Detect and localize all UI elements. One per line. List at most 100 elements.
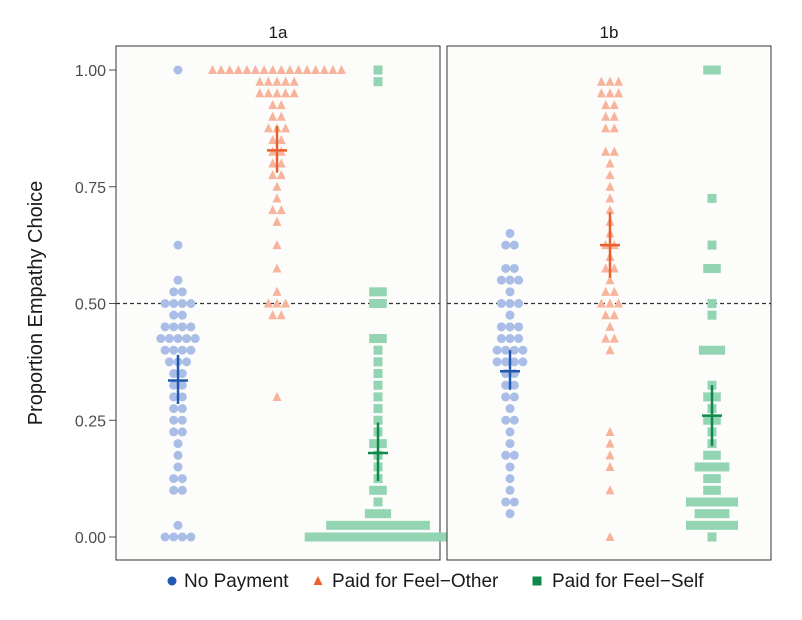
data-point <box>505 275 515 285</box>
data-point <box>352 520 361 530</box>
data-point <box>160 345 170 355</box>
data-point <box>609 146 619 156</box>
data-point <box>514 334 524 344</box>
data-point <box>369 439 379 449</box>
data-point <box>190 334 200 344</box>
data-point <box>609 310 619 320</box>
data-point <box>268 135 278 145</box>
data-point <box>369 334 379 344</box>
data-point <box>268 205 278 215</box>
data-point <box>711 474 721 484</box>
data-point <box>694 509 704 519</box>
data-point <box>505 474 515 484</box>
data-point <box>364 509 374 519</box>
data-point <box>373 345 383 355</box>
y-tick-label: 0.00 <box>75 530 106 547</box>
data-point <box>328 64 338 75</box>
data-point <box>177 392 187 402</box>
data-point <box>707 193 717 203</box>
data-point <box>186 532 196 542</box>
data-point <box>242 64 252 75</box>
data-point <box>263 123 273 133</box>
data-point <box>711 497 721 507</box>
legend-paid_self-icon <box>532 576 542 586</box>
y-tick-label: 1.00 <box>75 63 106 80</box>
data-point <box>169 310 179 320</box>
data-point <box>720 509 730 519</box>
data-point <box>609 123 619 133</box>
data-point <box>276 158 286 168</box>
data-point <box>272 391 282 401</box>
data-point <box>263 298 273 308</box>
legend-no_payment-label: No Payment <box>184 571 289 592</box>
data-point <box>169 404 179 414</box>
data-point <box>509 497 519 507</box>
data-point <box>496 299 506 308</box>
data-point <box>377 520 387 530</box>
data-point <box>177 345 187 355</box>
data-point <box>304 532 314 542</box>
data-point <box>373 77 383 87</box>
data-point <box>386 520 396 530</box>
data-point <box>302 64 312 75</box>
data-point <box>276 310 286 320</box>
data-point <box>177 485 187 495</box>
data-point <box>373 357 383 367</box>
data-point <box>177 287 187 297</box>
data-point <box>711 485 721 495</box>
data-point <box>605 76 615 86</box>
data-point <box>272 76 282 86</box>
data-point <box>360 520 370 530</box>
data-point <box>605 438 615 448</box>
data-point <box>169 474 179 484</box>
data-point <box>509 415 519 425</box>
data-point <box>369 299 379 308</box>
data-point <box>596 76 606 86</box>
data-point <box>707 345 717 355</box>
data-point <box>609 99 619 110</box>
data-point <box>377 439 387 449</box>
data-point <box>694 462 704 472</box>
data-point <box>251 64 260 75</box>
data-point <box>720 497 730 507</box>
data-point <box>407 532 417 542</box>
data-point <box>703 474 713 484</box>
data-point <box>272 216 282 226</box>
data-point <box>711 65 721 75</box>
data-point <box>596 88 606 98</box>
data-point <box>605 531 615 542</box>
data-point <box>373 509 383 519</box>
data-point <box>601 263 611 273</box>
data-point <box>169 532 179 542</box>
group-paid_self <box>304 65 452 542</box>
data-point <box>186 299 196 308</box>
data-point <box>276 135 286 145</box>
data-point <box>496 322 506 332</box>
data-point <box>509 263 519 273</box>
data-point <box>601 286 611 296</box>
data-point <box>399 532 409 542</box>
data-point <box>711 263 721 273</box>
data-point <box>319 64 329 75</box>
legend-paid_self-label: Paid for Feel−Self <box>552 571 704 592</box>
data-point <box>164 357 174 367</box>
data-point <box>605 181 615 191</box>
data-point <box>182 357 192 367</box>
data-point <box>703 462 713 472</box>
data-point <box>505 462 515 472</box>
data-point <box>703 485 713 495</box>
data-point <box>276 99 286 110</box>
data-point <box>605 461 615 471</box>
group-no_payment <box>156 65 200 542</box>
data-point <box>272 88 282 98</box>
data-point <box>272 286 282 296</box>
data-point <box>605 88 615 98</box>
data-point <box>601 333 611 343</box>
legend-no_payment-icon <box>167 576 177 586</box>
data-point <box>501 450 511 460</box>
data-point <box>605 450 615 460</box>
data-point <box>276 64 286 75</box>
data-point <box>509 380 519 390</box>
data-point <box>605 485 615 495</box>
